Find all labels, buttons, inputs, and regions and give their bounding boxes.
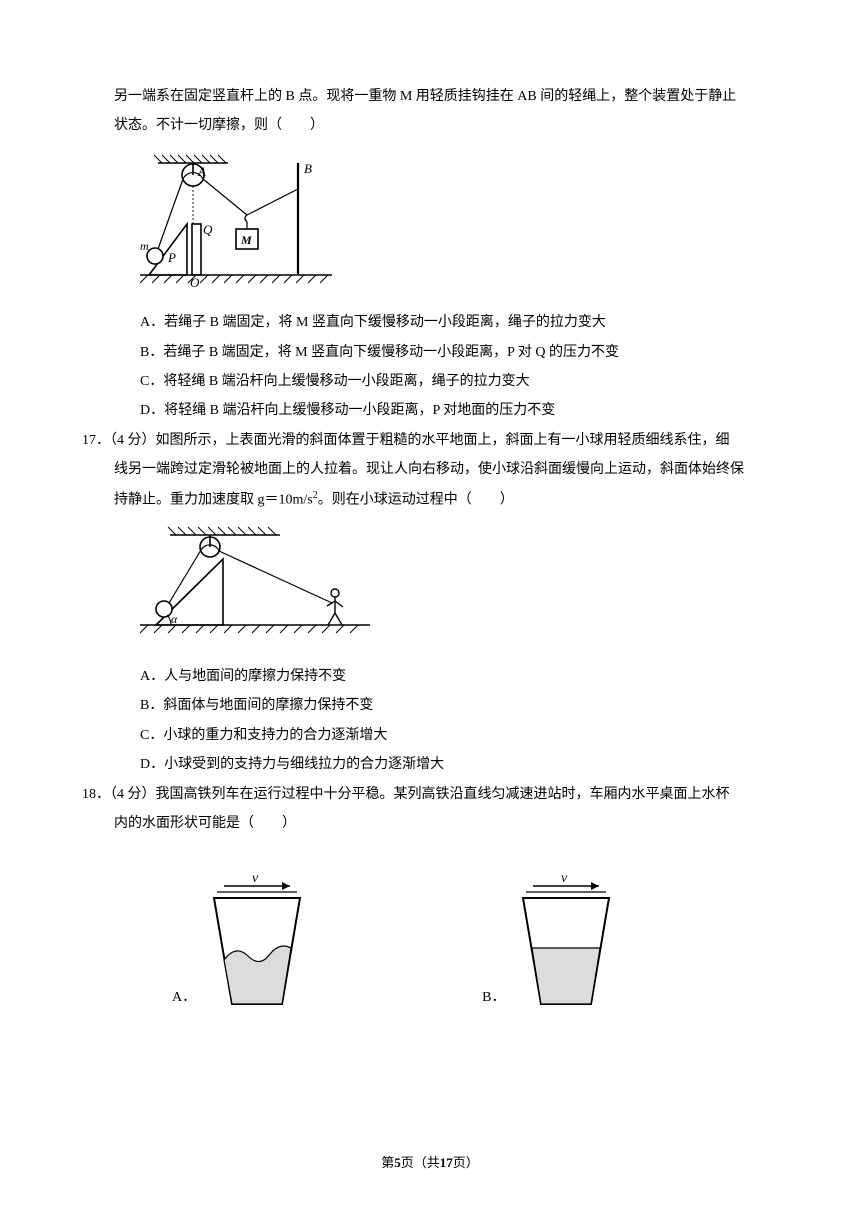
- label-A: A: [197, 164, 206, 179]
- q16-option-A: A．若绳子 B 端固定，将 M 竖直向下缓慢移动一小段距离，绳子的拉力变大: [140, 308, 778, 337]
- q17-text-line2: 线另一端跨过定滑轮被地面上的人拉着。现让人向右移动，使小球沿斜面缓慢向上运动，斜…: [114, 455, 778, 484]
- q18-text-line2: 内的水面形状可能是（ ）: [114, 809, 778, 838]
- label-B: B: [304, 161, 312, 176]
- label-M: M: [240, 233, 252, 247]
- q16-option-B: B．若绳子 B 端固定，将 M 竖直向下缓慢移动一小段距离，P 对 Q 的压力不…: [140, 338, 778, 367]
- v-label-A: v: [252, 871, 259, 886]
- q17-option-A: A．人与地面间的摩擦力保持不变: [140, 662, 778, 691]
- q17-diagram: α: [140, 523, 778, 654]
- q18-cup-B: v: [511, 868, 621, 1018]
- q16-text-line2: 状态。不计一切摩擦，则（ ）: [114, 111, 778, 140]
- label-alpha: α: [171, 612, 178, 626]
- q17-option-C: C．小球的重力和支持力的合力逐渐增大: [140, 721, 778, 750]
- q18-cup-A: v: [202, 868, 312, 1018]
- q18-text-line1: 18．（4 分）我国高铁列车在运行过程中十分平稳。某列高铁沿直线匀减速进站时，车…: [82, 780, 778, 809]
- q16-text-line1: 另一端系在固定竖直杆上的 B 点。现将一重物 M 用轻质挂钩挂在 AB 间的轻绳…: [114, 82, 778, 111]
- page: 另一端系在固定竖直杆上的 B 点。现将一重物 M 用轻质挂钩挂在 AB 间的轻绳…: [0, 0, 860, 1216]
- q18-label-A: A．: [172, 983, 196, 1012]
- label-O: O: [190, 275, 200, 289]
- q16-option-D: D．将轻绳 B 端沿杆向上缓慢移动一小段距离，P 对地面的压力不变: [140, 396, 778, 425]
- q16-diagram: A B M m P Q O: [140, 149, 778, 300]
- label-Q: Q: [203, 222, 213, 237]
- q17-text-line3: 持静止。重力加速度取 g＝10m/s2。则在小球运动过程中（ ）: [114, 485, 778, 515]
- q17-option-B: B．斜面体与地面间的摩擦力保持不变: [140, 691, 778, 720]
- page-footer: 第5页（共17页）: [82, 1149, 778, 1176]
- label-P: P: [167, 250, 176, 265]
- q16-option-C: C．将轻绳 B 端沿杆向上缓慢移动一小段距离，绳子的拉力变大: [140, 367, 778, 396]
- q17-option-D: D．小球受到的支持力与细线拉力的合力逐渐增大: [140, 750, 778, 779]
- q18-label-B: B．: [482, 983, 505, 1012]
- v-label-B: v: [561, 871, 568, 886]
- q18-cup-row: A． v B． v: [172, 868, 778, 1018]
- q17-text-line1: 17．（4 分）如图所示，上表面光滑的斜面体置于粗糙的水平地面上，斜面上有一小球…: [82, 426, 778, 455]
- label-m: m: [140, 239, 149, 253]
